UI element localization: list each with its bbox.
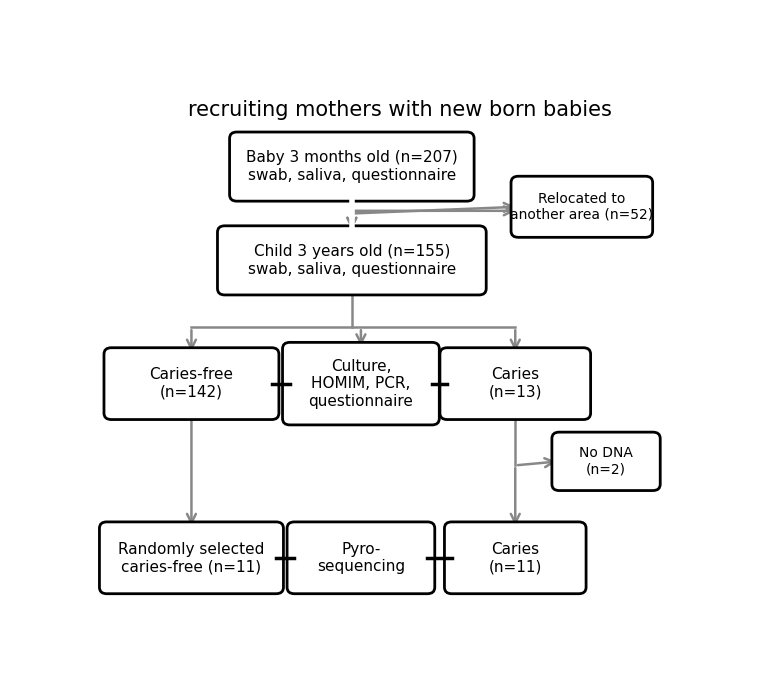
FancyBboxPatch shape bbox=[440, 348, 590, 420]
FancyBboxPatch shape bbox=[552, 432, 660, 491]
Text: Caries-free
(n=142): Caries-free (n=142) bbox=[149, 367, 234, 400]
FancyBboxPatch shape bbox=[217, 226, 487, 295]
FancyBboxPatch shape bbox=[230, 132, 474, 201]
FancyBboxPatch shape bbox=[104, 348, 279, 420]
FancyBboxPatch shape bbox=[283, 342, 439, 425]
Text: Culture,
HOMIM, PCR,
questionnaire: Culture, HOMIM, PCR, questionnaire bbox=[308, 358, 413, 409]
Text: Relocated to
another area (n=52): Relocated to another area (n=52) bbox=[510, 191, 654, 222]
Text: Child 3 years old (n=155)
swab, saliva, questionnaire: Child 3 years old (n=155) swab, saliva, … bbox=[248, 244, 456, 276]
Text: No DNA
(n=2): No DNA (n=2) bbox=[580, 446, 633, 477]
FancyBboxPatch shape bbox=[511, 176, 653, 237]
Text: Caries
(n=13): Caries (n=13) bbox=[488, 367, 542, 400]
Text: Pyro-
sequencing: Pyro- sequencing bbox=[317, 541, 405, 574]
Text: Caries
(n=11): Caries (n=11) bbox=[489, 541, 542, 574]
Text: Randomly selected
caries-free (n=11): Randomly selected caries-free (n=11) bbox=[118, 541, 265, 574]
FancyBboxPatch shape bbox=[99, 522, 284, 594]
FancyBboxPatch shape bbox=[287, 522, 435, 594]
Text: recruiting mothers with new born babies: recruiting mothers with new born babies bbox=[188, 100, 612, 120]
Text: Baby 3 months old (n=207)
swab, saliva, questionnaire: Baby 3 months old (n=207) swab, saliva, … bbox=[246, 150, 458, 183]
FancyBboxPatch shape bbox=[444, 522, 586, 594]
